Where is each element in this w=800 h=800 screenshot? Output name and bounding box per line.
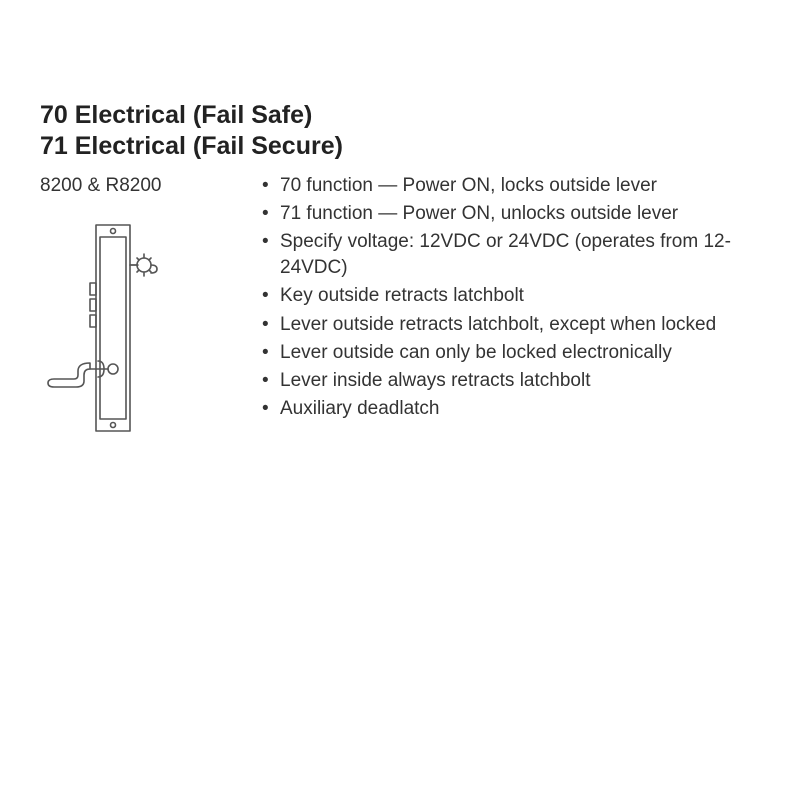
title-block: 70 Electrical (Fail Safe) 71 Electrical …	[40, 100, 760, 163]
feature-list: 70 function — Power ON, locks outside le…	[260, 173, 760, 423]
title-line-2: 71 Electrical (Fail Secure)	[40, 131, 760, 162]
list-item: 71 function — Power ON, unlocks outside …	[260, 201, 760, 227]
list-item: Lever inside always retracts latchbolt	[260, 368, 760, 394]
title-line-1: 70 Electrical (Fail Safe)	[40, 100, 760, 131]
page: 70 Electrical (Fail Safe) 71 Electrical …	[0, 0, 800, 800]
model-label: 8200 & R8200	[40, 175, 240, 197]
right-column: 70 function — Power ON, locks outside le…	[260, 173, 760, 425]
lock-diagram	[40, 219, 240, 439]
left-column: 8200 & R8200	[40, 173, 260, 439]
list-item: Lever outside can only be locked electro…	[260, 340, 760, 366]
list-item: 70 function — Power ON, locks outside le…	[260, 173, 760, 199]
mortise-lock-icon	[40, 219, 190, 439]
list-item: Key outside retracts latchbolt	[260, 283, 760, 309]
content-row: 8200 & R8200	[40, 173, 760, 439]
list-item: Lever outside retracts latchbolt, except…	[260, 312, 760, 338]
list-item: Auxiliary deadlatch	[260, 396, 760, 422]
list-item: Specify voltage: 12VDC or 24VDC (operate…	[260, 229, 760, 281]
